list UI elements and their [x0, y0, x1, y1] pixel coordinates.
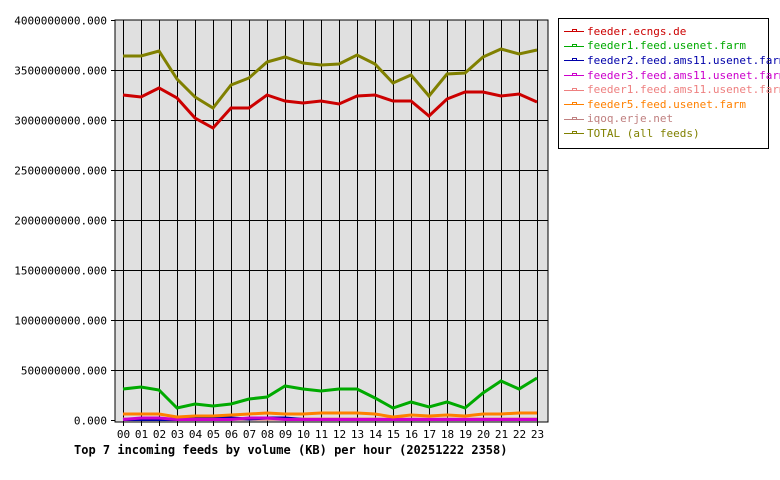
x-tick-label: 20: [477, 428, 490, 441]
legend-label: feeder.ecngs.de: [587, 24, 687, 38]
x-tick-label: 09: [279, 428, 292, 441]
x-tick-label: 15: [387, 428, 400, 441]
legend-line-icon: [564, 42, 584, 50]
series-lines: [122, 47, 538, 421]
y-tick-label: 1000000000.000: [14, 315, 107, 328]
legend: feeder.ecngs.de feeder1.feed.usenet.farm…: [558, 18, 780, 149]
y-tick-label: 2000000000.000: [14, 215, 107, 228]
legend-line-icon: [564, 27, 584, 35]
series-line: [122, 416, 537, 421]
series-line: [122, 376, 538, 410]
y-tick-label: 2500000000.000: [14, 165, 107, 178]
legend-item: iqoq.erje.net: [559, 112, 768, 127]
legend-item: feeder1.feed.ams11.usenet.farm: [559, 82, 780, 97]
x-tick-label: 06: [225, 428, 238, 441]
x-tick-label: 13: [351, 428, 364, 441]
x-tick-label: 12: [333, 428, 346, 441]
legend-label: feeder5.feed.usenet.farm: [587, 97, 746, 111]
legend-item: feeder.ecngs.de: [559, 24, 768, 39]
y-tick-label: 3500000000.000: [14, 65, 107, 78]
x-tick-label: 14: [369, 428, 383, 441]
x-tick-label: 10: [297, 428, 310, 441]
x-tick-label: 19: [459, 428, 472, 441]
x-axis: 00 01 02 03 04 05 06 07 08 09 10 11 12 13 14 15 16 17 18 19…: [117, 422, 544, 441]
legend-item: feeder2.feed.ams11.usenet.farm: [559, 53, 780, 68]
series-line: [123, 411, 537, 419]
legend-line-icon: [564, 86, 584, 94]
x-tick-label: 03: [171, 428, 184, 441]
legend-label: feeder1.feed.usenet.farm: [587, 39, 746, 53]
legend-label: feeder1.feed.ams11.usenet.farm: [587, 83, 780, 97]
y-axis: 0.000 500000000.000 1000000000.000 15000000…: [14, 15, 115, 428]
legend-label: iqoq.erje.net: [587, 112, 674, 126]
legend-label: TOTAL (all feeds): [587, 126, 700, 140]
legend-line-icon: [564, 115, 584, 123]
x-tick-label: 17: [423, 428, 436, 441]
legend-line-icon: [564, 100, 584, 108]
legend-item: TOTAL (all feeds): [559, 126, 768, 141]
legend-item: feeder3.feed.ams11.usenet.farm: [559, 68, 780, 83]
x-tick-label: 23: [531, 428, 544, 441]
y-tick-label: 500000000.000: [21, 365, 107, 378]
legend-item: feeder1.feed.usenet.farm: [559, 39, 768, 54]
y-tick-label: 3000000000.000: [14, 115, 107, 128]
x-tick-label: 21: [495, 428, 508, 441]
x-tick-label: 02: [153, 428, 166, 441]
legend-line-icon: [564, 129, 584, 137]
x-tick-label: 16: [405, 428, 418, 441]
x-tick-label: 01: [135, 428, 148, 441]
legend-line-icon: [564, 71, 584, 79]
x-tick-label: 07: [243, 428, 256, 441]
x-tick-label: 18: [441, 428, 454, 441]
x-tick-label: 00: [117, 428, 130, 441]
series-line: [122, 86, 538, 130]
x-tick-label: 22: [513, 428, 526, 441]
legend-label: feeder2.feed.ams11.usenet.farm: [587, 53, 780, 67]
series-line: [123, 47, 538, 110]
y-tick-label: 1500000000.000: [14, 265, 107, 278]
x-tick-label: 04: [189, 428, 203, 441]
chart-title: Top 7 incoming feeds by volume (KB) per …: [74, 443, 508, 457]
x-tick-label: 08: [261, 428, 274, 441]
y-tick-label: 4000000000.000: [14, 15, 107, 28]
x-tick-label: 05: [207, 428, 220, 441]
legend-line-icon: [564, 56, 584, 64]
y-tick-label: 0.000: [74, 415, 107, 428]
legend-label: feeder3.feed.ams11.usenet.farm: [587, 68, 780, 82]
x-tick-label: 11: [315, 428, 328, 441]
legend-item: feeder5.feed.usenet.farm: [559, 97, 768, 112]
